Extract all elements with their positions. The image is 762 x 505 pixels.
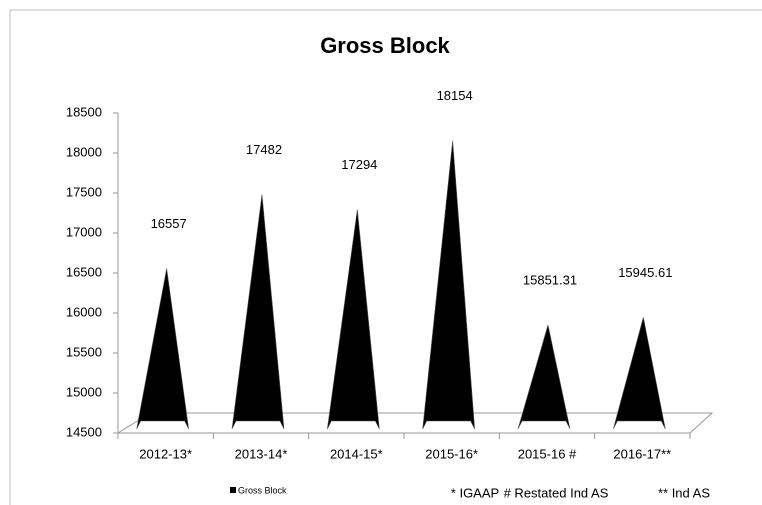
y-tick-label: 14500	[66, 424, 102, 439]
x-tick-label: 2014-15*	[330, 446, 383, 461]
bar	[517, 324, 571, 430]
y-tick-label: 15000	[66, 384, 102, 399]
annotation: ** Ind AS	[658, 485, 710, 500]
value-label: 17294	[341, 157, 377, 172]
value-label: 17482	[246, 142, 282, 157]
legend-swatch	[230, 487, 236, 493]
y-tick-label: 15500	[66, 344, 102, 359]
y-tick-label: 17000	[66, 224, 102, 239]
y-tick-label: 18500	[66, 104, 102, 119]
legend-label: Gross Block	[238, 485, 287, 495]
annotation: * IGAAP	[451, 485, 499, 500]
x-tick-label: 2016-17**	[613, 446, 671, 461]
bar	[231, 194, 285, 430]
bar	[327, 209, 380, 430]
bar	[613, 317, 666, 430]
bar	[136, 268, 189, 430]
value-label: 18154	[437, 88, 473, 103]
value-label: 16557	[151, 216, 187, 231]
y-tick-label: 18000	[66, 144, 102, 159]
x-tick-label: 2012-13*	[139, 446, 192, 461]
value-label: 15945.61	[618, 265, 672, 280]
x-tick-label: 2013-14*	[235, 446, 288, 461]
x-tick-label: 2015-16*	[425, 446, 478, 461]
y-tick-label: 16000	[66, 304, 102, 319]
bar	[422, 140, 475, 430]
chart-title: Gross Block	[320, 33, 450, 58]
x-tick-label: 2015-16 #	[518, 446, 577, 461]
y-tick-label: 17500	[66, 184, 102, 199]
annotation: # Restated Ind AS	[504, 485, 609, 500]
value-label: 15851.31	[523, 272, 577, 287]
y-tick-label: 16500	[66, 264, 102, 279]
